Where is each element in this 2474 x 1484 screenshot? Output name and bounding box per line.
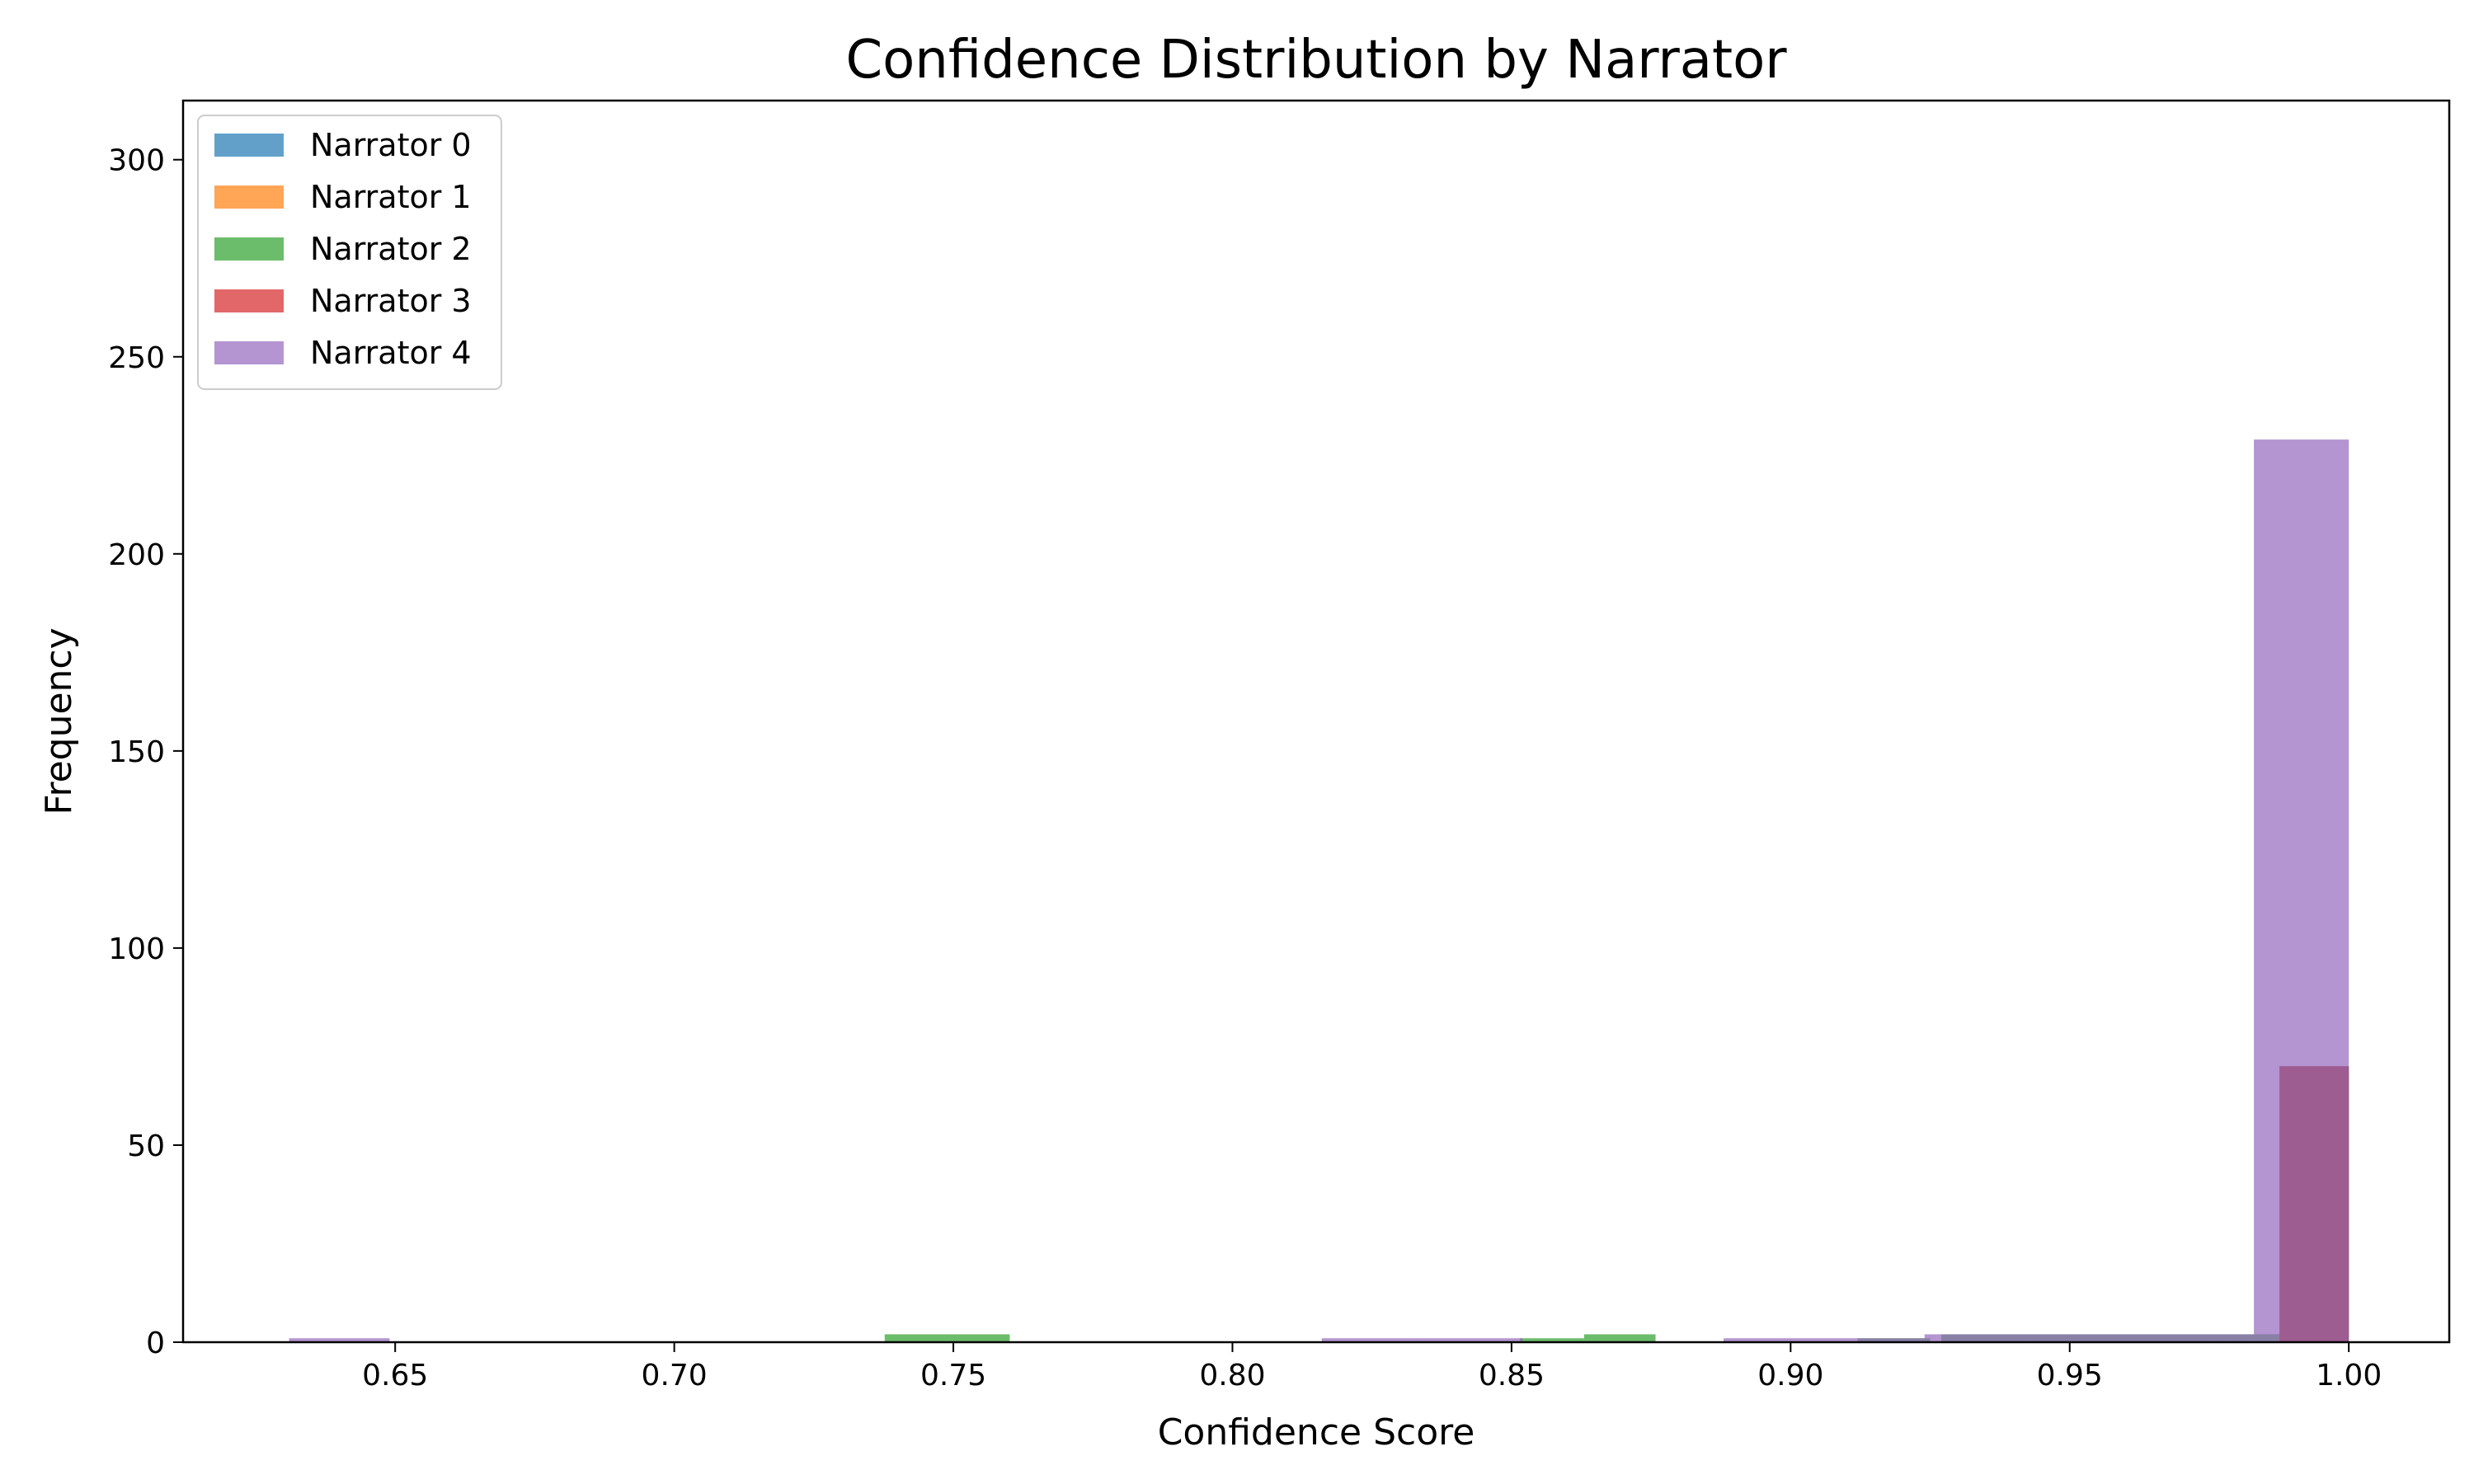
x-tick-label: 0.65 <box>362 1359 428 1392</box>
bar-series-4-bin-3 <box>1724 1338 1824 1342</box>
chart-title: Confidence Distribution by Narrator <box>845 30 1787 91</box>
bar-series-4-bin-9 <box>2254 439 2349 1343</box>
legend-swatch <box>214 186 284 209</box>
legend-label: Narrator 4 <box>310 335 472 371</box>
y-axis-label: Frequency <box>38 627 80 815</box>
bar-series-4-bin-4 <box>1823 1338 1925 1342</box>
bar-series-2-bin-1 <box>1520 1338 1584 1342</box>
legend-label: Narrator 0 <box>310 127 472 163</box>
legend-box <box>197 115 502 390</box>
legend: Narrator 0 Narrator 1 Narrator 2 Narrator 3… <box>197 115 502 390</box>
x-axis-ticks: 0.65 0.70 0.75 0.80 0.85 0.90 0.95 1.00 <box>362 1342 2382 1392</box>
bar-series-2-bin-2 <box>1583 1334 1656 1342</box>
legend-label: Narrator 2 <box>310 231 472 267</box>
legend-swatch <box>214 289 284 312</box>
bar-series-4-bin-0 <box>289 1338 390 1342</box>
x-tick-label: 0.95 <box>2037 1359 2103 1392</box>
bar-series-2-bin-0 <box>884 1334 1010 1342</box>
legend-swatch <box>214 341 284 364</box>
bar-series-4-bin-1 <box>1321 1338 1423 1342</box>
legend-label: Narrator 3 <box>310 283 472 319</box>
y-tick-label: 50 <box>127 1129 165 1163</box>
legend-swatch <box>214 237 284 261</box>
plot-frame <box>181 99 2451 1344</box>
legend-label: Narrator 1 <box>310 179 472 215</box>
x-tick-label: 0.90 <box>1757 1359 1823 1392</box>
y-tick-label: 150 <box>108 735 165 769</box>
x-tick-label: 1.00 <box>2316 1359 2382 1392</box>
y-axis-ticks: 0 50 100 150 200 250 300 <box>108 144 183 1360</box>
y-tick-label: 300 <box>108 144 165 178</box>
y-tick-label: 100 <box>108 932 165 966</box>
y-tick-label: 200 <box>108 538 165 572</box>
y-tick-label: 0 <box>146 1327 165 1360</box>
x-tick-label: 0.75 <box>920 1359 986 1392</box>
x-axis-label: Confidence Score <box>1158 1411 1475 1453</box>
bar-series-4-bin-7 <box>2125 1334 2227 1342</box>
bar-series-4-bin-8 <box>2226 1334 2255 1342</box>
bar-series-4-bin-6 <box>2025 1334 2126 1342</box>
bars-layer <box>289 439 2349 1343</box>
y-tick-label: 250 <box>108 341 165 375</box>
bar-series-4-bin-2 <box>1422 1338 1523 1342</box>
bar-series-4-bin-5 <box>1924 1334 2025 1342</box>
x-tick-label: 0.85 <box>1479 1359 1545 1392</box>
legend-swatch <box>214 134 284 157</box>
x-tick-label: 0.80 <box>1199 1359 1265 1392</box>
x-tick-label: 0.70 <box>642 1359 708 1392</box>
